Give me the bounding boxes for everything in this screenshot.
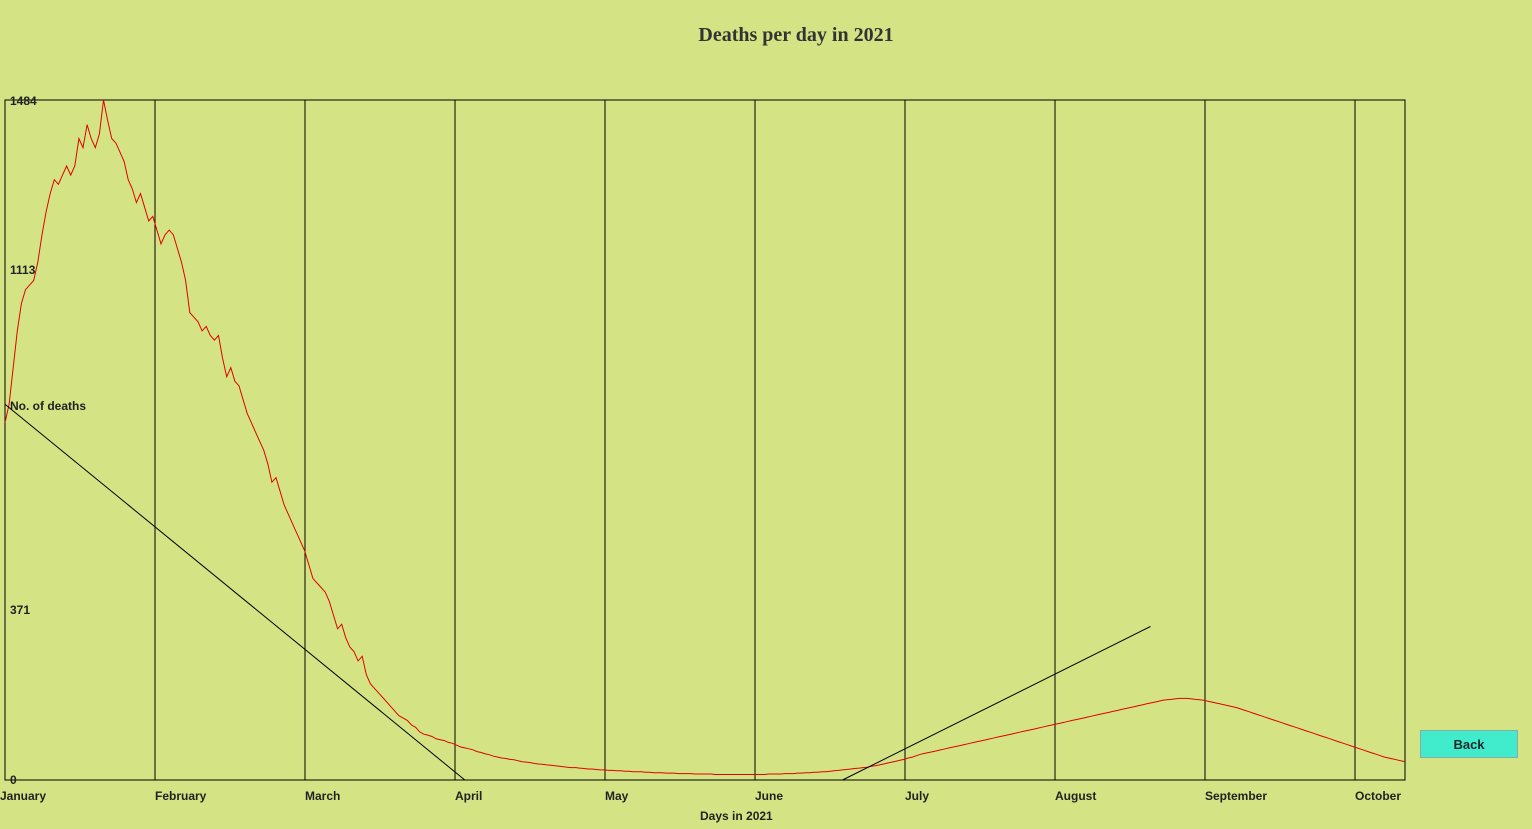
y-tick-label: 1113 [10,263,36,277]
trend-line-right [842,626,1151,781]
x-axis-label: Days in 2021 [700,809,773,823]
y-axis-label: No. of deaths [10,399,86,413]
x-tick-label: June [755,789,783,803]
x-tick-label: October [1355,789,1401,803]
plot-frame [4,99,1406,781]
x-tick-label: January [0,789,46,803]
trend-line-left [4,403,466,781]
x-tick-label: April [455,789,482,803]
y-tick-label: 1484 [10,94,37,108]
chart-title: Deaths per day in 2021 [698,24,894,46]
y-tick-label: 371 [10,603,30,617]
x-tick-label: July [905,789,929,803]
back-button[interactable]: Back [1420,730,1518,758]
x-tick-label: August [1055,789,1096,803]
deaths-series-line [4,99,1406,775]
x-tick-label: September [1205,789,1267,803]
x-tick-label: March [305,789,340,803]
x-tick-label: May [605,789,629,803]
y-tick-label: 0 [10,773,17,787]
x-tick-label: February [155,789,207,803]
